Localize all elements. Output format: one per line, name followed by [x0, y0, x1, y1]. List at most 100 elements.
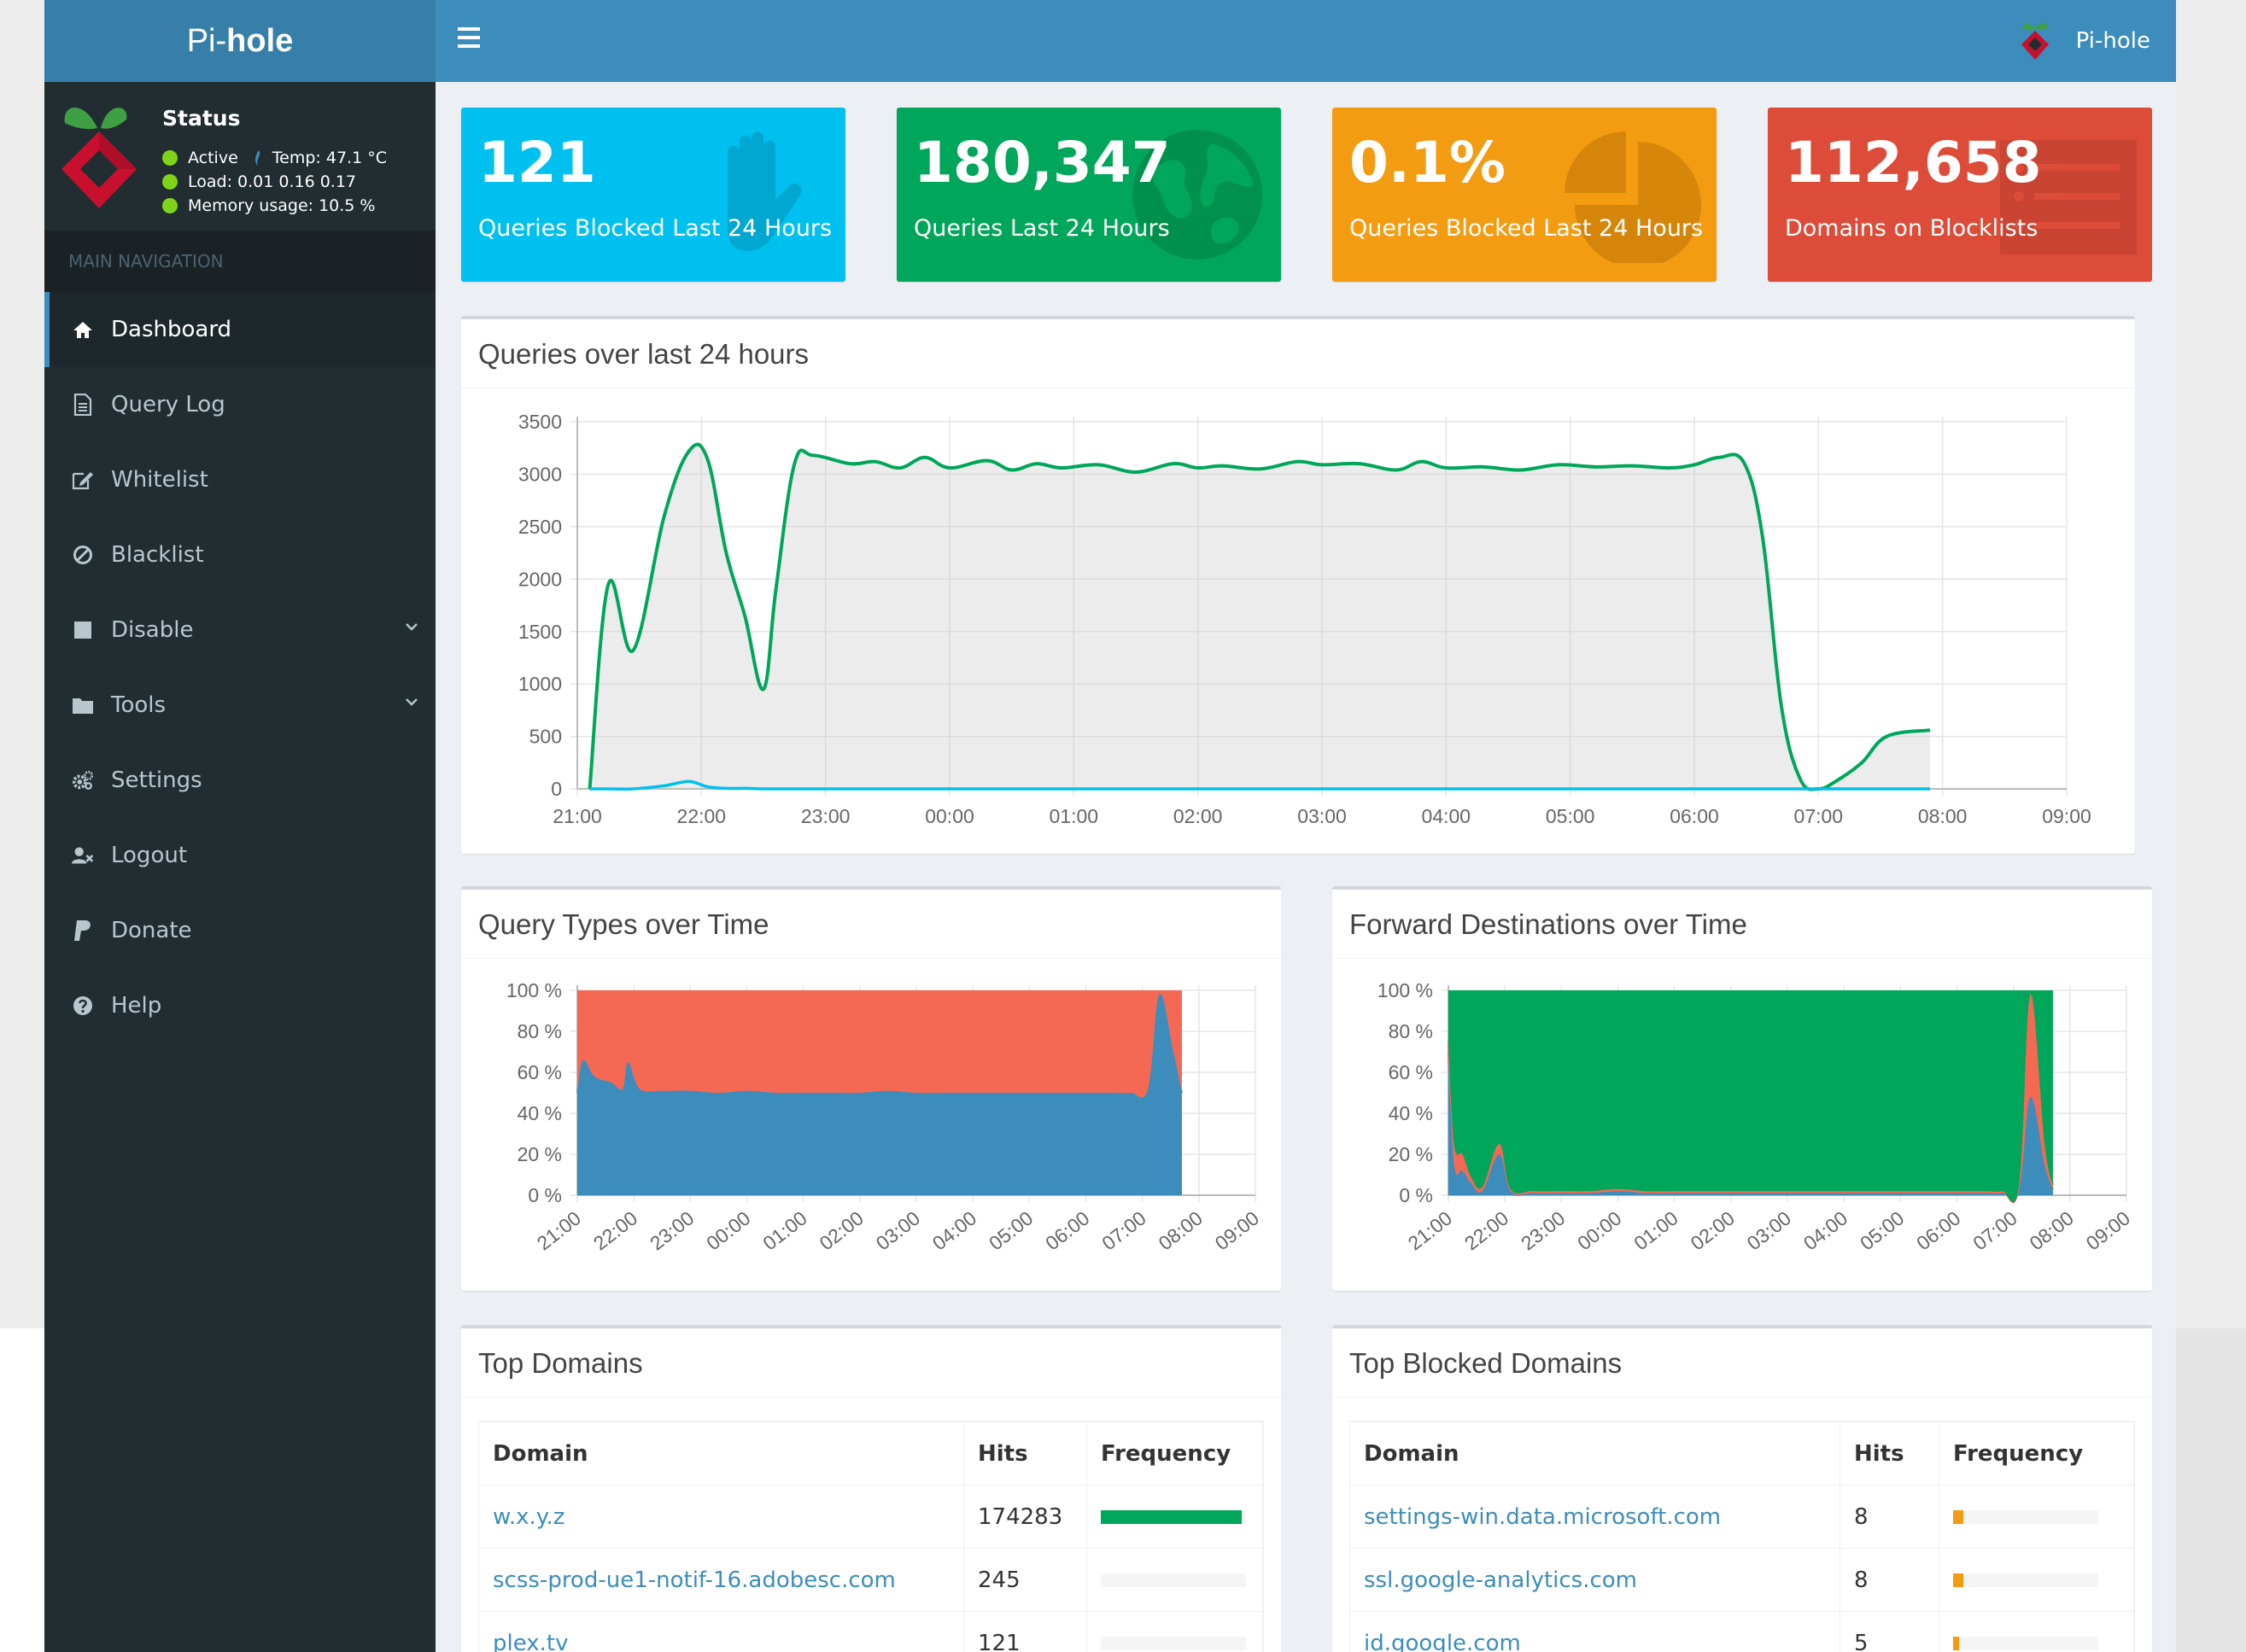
- area-series-0[interactable]: [577, 994, 1182, 1195]
- x-tick-label: 01:00: [1629, 1206, 1682, 1254]
- status-memory-dot-icon: [162, 198, 178, 213]
- column-header[interactable]: Hits: [1840, 1422, 1939, 1486]
- x-tick-label: 06:00: [1670, 805, 1719, 827]
- sidebar-item-query-log[interactable]: Query Log: [44, 367, 436, 442]
- frequency-bar-fill: [1953, 1510, 1963, 1524]
- area-series-2[interactable]: [1448, 990, 2053, 1203]
- brand-logo[interactable]: Pi-hole: [44, 0, 436, 82]
- forward-destinations-chart[interactable]: 21:00 22:00 23:00 00:00 01:00 02:00 03:00 04:00…: [1332, 890, 2152, 1291]
- frequency-bar-fill: [1101, 1510, 1242, 1524]
- hits-cell: 5: [1840, 1612, 1939, 1652]
- top-blocked-table: Domain Hits Frequency settings-win.data.mic…: [1349, 1421, 2135, 1652]
- domain-link[interactable]: scss-prod-ue1-notif-16.adobesc.com: [493, 1567, 896, 1593]
- user-times-icon: [72, 844, 94, 867]
- stat-box-blocked: 121 Queries Blocked Last 24 Hours: [461, 108, 845, 282]
- sidebar-item-label: Settings: [111, 768, 202, 793]
- y-tick-label: 0 %: [528, 1184, 562, 1206]
- query-types-chart[interactable]: 21:00 22:00 23:00 00:00 01:00 02:00 03:00 04:00…: [461, 890, 1281, 1291]
- pihole-logo-icon: [61, 108, 137, 208]
- queries-chart[interactable]: 21:00 22:00 23:00 00:00 01:00 02:00 03:00 04:00…: [461, 319, 2135, 854]
- x-tick-label: 08:00: [2026, 1206, 2078, 1254]
- table-row: id.google.com 5: [1350, 1611, 2134, 1652]
- column-header[interactable]: Domain: [1350, 1422, 1840, 1486]
- line-series-1[interactable]: [589, 779, 1931, 791]
- x-tick-label: 23:00: [646, 1206, 698, 1254]
- domain-link[interactable]: ssl.google-analytics.com: [1364, 1567, 1638, 1593]
- x-tick-label: 23:00: [801, 805, 851, 827]
- sidebar-item-dashboard[interactable]: Dashboard: [44, 292, 436, 367]
- x-tick-label: 09:00: [2082, 1206, 2134, 1254]
- x-tick-label: 09:00: [2042, 805, 2091, 827]
- sidebar-item-donate[interactable]: Donate: [44, 893, 436, 968]
- column-header[interactable]: Frequency: [1939, 1422, 2134, 1486]
- x-tick-label: 02:00: [816, 1206, 868, 1254]
- top-domains-panel: Top Domains Domain Hits Frequency w.x.y.z 17…: [461, 1325, 1281, 1652]
- stat-label: Domains on Blocklists: [1785, 215, 2038, 242]
- y-tick-label: 100 %: [506, 979, 562, 1001]
- edit-icon: [72, 469, 94, 491]
- domain-link[interactable]: settings-win.data.microsoft.com: [1364, 1504, 1722, 1530]
- sidebar-item-logout[interactable]: Logout: [44, 818, 436, 893]
- x-tick-label: 03:00: [872, 1206, 924, 1254]
- x-tick-label: 00:00: [702, 1206, 754, 1254]
- domain-link[interactable]: plex.tv: [493, 1631, 569, 1652]
- y-tick-label: 100 %: [1377, 979, 1433, 1001]
- x-tick-label: 21:00: [533, 1206, 585, 1254]
- domain-cell: scss-prod-ue1-notif-16.adobesc.com: [479, 1549, 964, 1612]
- column-header[interactable]: Hits: [964, 1422, 1087, 1486]
- stat-value: 112,658: [1785, 130, 2042, 196]
- top-user-name: Pi-hole: [2075, 28, 2150, 54]
- sidebar-item-blacklist[interactable]: Blacklist: [44, 517, 436, 593]
- panel-divider: [461, 958, 1281, 959]
- x-tick-label: 06:00: [1912, 1206, 1964, 1254]
- table-row: plex.tv 121: [479, 1611, 1263, 1652]
- table-row: ssl.google-analytics.com 8: [1350, 1548, 2134, 1612]
- panel-title: Queries over last 24 hours: [478, 338, 810, 370]
- table-header-row: Domain Hits Frequency: [1350, 1421, 2134, 1486]
- column-header[interactable]: Frequency: [1087, 1422, 1263, 1486]
- sidebar-item-label: Blacklist: [111, 542, 204, 568]
- y-tick-label: 2000: [518, 568, 562, 590]
- sidebar-toggle-icon[interactable]: [458, 27, 483, 53]
- pie-icon: [1565, 131, 1701, 263]
- x-tick-label: 05:00: [985, 1206, 1037, 1254]
- stat-label: Queries Blocked Last 24 Hours: [1349, 215, 1704, 242]
- domain-link[interactable]: w.x.y.z: [493, 1504, 565, 1530]
- area-series-1[interactable]: [577, 990, 1182, 1098]
- domain-link[interactable]: id.google.com: [1364, 1631, 1521, 1652]
- status-active-text: Active: [188, 149, 238, 167]
- status-panel: Status Active Temp: 47.1 °C Load: 0.01 0…: [44, 82, 436, 231]
- status-load-text: Load: 0.01 0.16 0.17: [188, 172, 357, 191]
- sidebar-item-label: Query Log: [111, 392, 225, 417]
- line-series-0[interactable]: [588, 442, 1931, 791]
- hits-cell: 8: [1840, 1549, 1939, 1612]
- x-tick-label: 02:00: [1173, 805, 1223, 827]
- panel-title: Query Types over Time: [478, 908, 769, 940]
- main-navigation-header: MAIN NAVIGATION: [44, 231, 436, 292]
- hits-cell: 245: [964, 1549, 1087, 1612]
- y-tick-label: 20 %: [1389, 1143, 1433, 1165]
- top-domains-table: Domain Hits Frequency w.x.y.z 174283 scss-pro…: [478, 1421, 1264, 1652]
- frequency-bar: [1953, 1573, 2098, 1587]
- pihole-admin-app: Pi-hole Pi-hole Status: [44, 0, 2176, 1652]
- sidebar-item-tools[interactable]: Tools: [44, 668, 436, 743]
- sidebar-item-help[interactable]: Help: [44, 968, 436, 1043]
- top-navbar: Pi-hole: [436, 0, 2176, 82]
- brand-bold: hole: [226, 22, 294, 59]
- sidebar: Status Active Temp: 47.1 °C Load: 0.01 0…: [44, 82, 436, 1652]
- status-load-dot-icon: [162, 174, 178, 190]
- y-tick-label: 0 %: [1399, 1184, 1433, 1206]
- table-row: settings-win.data.microsoft.com 8: [1350, 1485, 2134, 1549]
- y-tick-label: 60 %: [518, 1061, 562, 1083]
- column-header[interactable]: Domain: [479, 1422, 964, 1486]
- sidebar-item-disable[interactable]: Disable: [44, 593, 436, 668]
- sidebar-item-whitelist[interactable]: Whitelist: [44, 442, 436, 517]
- sidebar-item-settings[interactable]: Settings: [44, 743, 436, 818]
- thermometer-icon: [254, 150, 260, 166]
- table-row: w.x.y.z 174283: [479, 1485, 1263, 1549]
- stat-box-percent: 0.1% Queries Blocked Last 24 Hours: [1332, 108, 1717, 282]
- y-tick-label: 1500: [518, 621, 562, 643]
- frequency-bar: [1101, 1510, 1246, 1524]
- user-menu[interactable]: Pi-hole: [2016, 19, 2150, 63]
- frequency-cell: [1087, 1549, 1263, 1612]
